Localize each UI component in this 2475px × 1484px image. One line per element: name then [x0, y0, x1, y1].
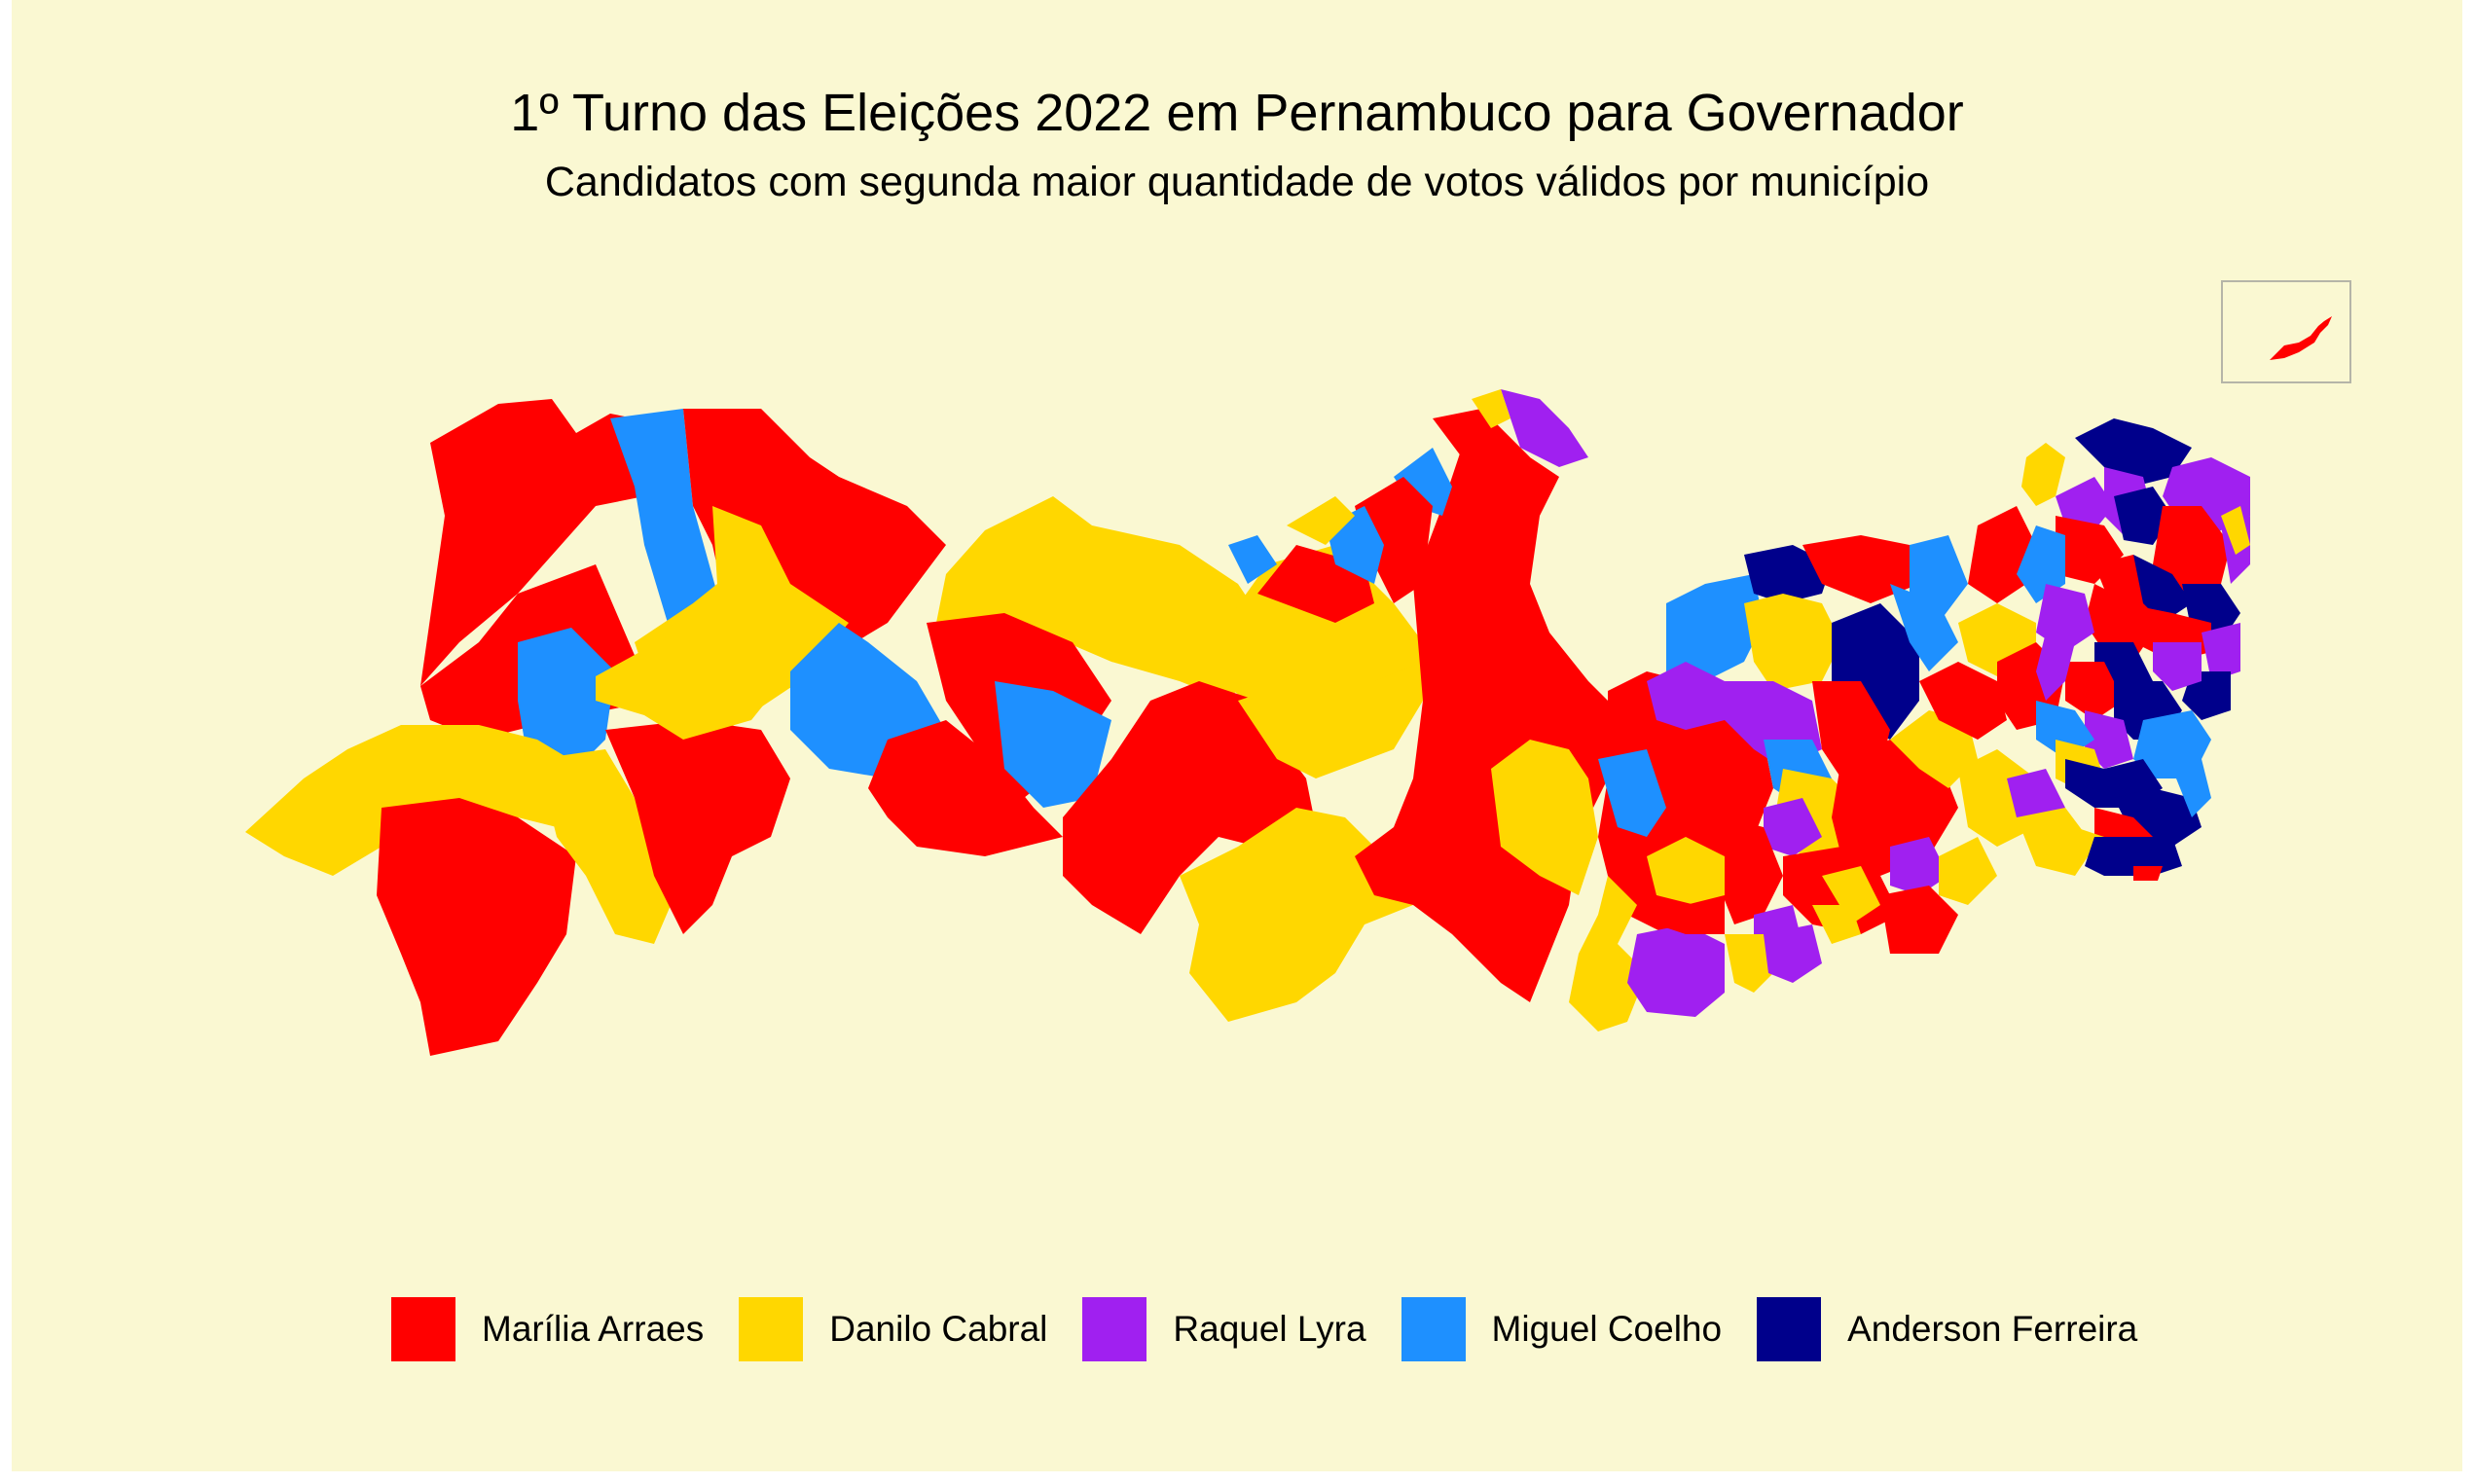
municipality [2153, 506, 2231, 594]
municipality [1569, 876, 1647, 1032]
municipality [1472, 389, 1510, 428]
municipality [1939, 837, 1997, 905]
municipality [1287, 496, 1355, 545]
fernando-de-noronha-inset [2270, 316, 2332, 360]
municipality [1812, 905, 1861, 944]
municipality [868, 720, 1063, 856]
municipality [1355, 477, 1433, 603]
municipality [2017, 525, 2065, 603]
municipality [2017, 808, 2094, 876]
municipality [2065, 662, 2124, 720]
municipality [2221, 506, 2250, 555]
legend-label: Miguel Coelho [1491, 1309, 1723, 1349]
municipality [1764, 798, 1822, 856]
municipality [1063, 681, 1316, 934]
legend-swatch [1082, 1297, 1147, 1361]
municipality [1666, 574, 1764, 681]
municipality [1238, 662, 1423, 778]
municipality [1968, 506, 2036, 603]
legend-swatch [1401, 1297, 1466, 1361]
legend-item-danilo-cabral: Danilo Cabral [739, 1297, 1047, 1361]
municipality [1228, 535, 1277, 584]
municipality [1958, 749, 2036, 847]
municipality [596, 623, 790, 740]
legend-item-marilia-arraes: Marília Arraes [391, 1297, 704, 1361]
map-panel: 1º Turno das Eleições 2022 em Pernambuco… [12, 0, 2462, 1471]
municipality [1627, 924, 1725, 1017]
legend-item-anderson-ferreira: Anderson Ferreira [1757, 1297, 2137, 1361]
municipality [995, 681, 1111, 808]
municipality [2133, 555, 2192, 623]
legend-item-miguel-coelho: Miguel Coelho [1401, 1297, 1723, 1361]
municipality [2172, 759, 2211, 817]
municipality [1890, 837, 1948, 895]
municipality [518, 628, 615, 769]
municipality [2056, 477, 2114, 530]
municipality [1725, 934, 1773, 993]
legend-label: Marília Arraes [482, 1309, 705, 1349]
municipality [605, 720, 790, 934]
municipality [1656, 895, 1725, 934]
municipality [1715, 817, 1783, 924]
map-subtitle: Candidatos com segunda maior quantidade … [544, 159, 1930, 205]
municipality [1880, 886, 1958, 954]
legend-label: Anderson Ferreira [1847, 1309, 2138, 1349]
legend-swatch [1757, 1297, 1822, 1361]
municipality [936, 496, 1277, 701]
municipality [1647, 837, 1725, 905]
map-title: 1º Turno das Eleições 2022 em Pernambuco… [510, 84, 1964, 142]
municipality [2075, 418, 2192, 487]
inset-frame [2221, 280, 2351, 383]
municipality [2036, 633, 2075, 701]
municipality [1647, 662, 1725, 730]
municipality [2133, 710, 2211, 778]
legend: Marília Arraes Danilo Cabral Raquel Lyra… [391, 1295, 2172, 1363]
municipality [2114, 487, 2172, 545]
municipality [1919, 662, 2007, 740]
municipality [1764, 924, 1822, 983]
municipality [610, 409, 717, 642]
municipality [2202, 623, 2240, 681]
municipality [2021, 443, 2065, 506]
municipality [537, 749, 683, 944]
region-central [868, 496, 1423, 1022]
municipality [1433, 409, 1530, 477]
municipality [2153, 642, 2202, 691]
region-west [245, 399, 951, 1056]
municipality [2133, 866, 2163, 881]
municipality [1744, 594, 1841, 691]
region-south [1569, 837, 1861, 1032]
region-central-east [1228, 389, 1608, 1002]
legend-item-raquel-lyra: Raquel Lyra [1082, 1297, 1366, 1361]
municipality [245, 725, 596, 876]
municipality [1802, 535, 1919, 603]
legend-swatch [739, 1297, 804, 1361]
municipality [377, 798, 576, 1056]
municipality [1822, 866, 1880, 924]
municipality [1491, 740, 1598, 895]
municipality [1180, 808, 1413, 1022]
municipality [1890, 584, 1958, 671]
municipality [2036, 701, 2094, 759]
municipality [2270, 316, 2332, 360]
region-east [2017, 418, 2250, 881]
municipality [2085, 710, 2133, 769]
municipality [1501, 389, 1588, 467]
legend-label: Raquel Lyra [1173, 1309, 1366, 1349]
municipality [1598, 749, 1666, 837]
municipality [420, 399, 683, 686]
municipality [1890, 710, 1978, 788]
pernambuco-municipalities-map [245, 316, 2332, 1056]
legend-swatch [391, 1297, 455, 1361]
legend-label: Danilo Cabral [829, 1309, 1048, 1349]
